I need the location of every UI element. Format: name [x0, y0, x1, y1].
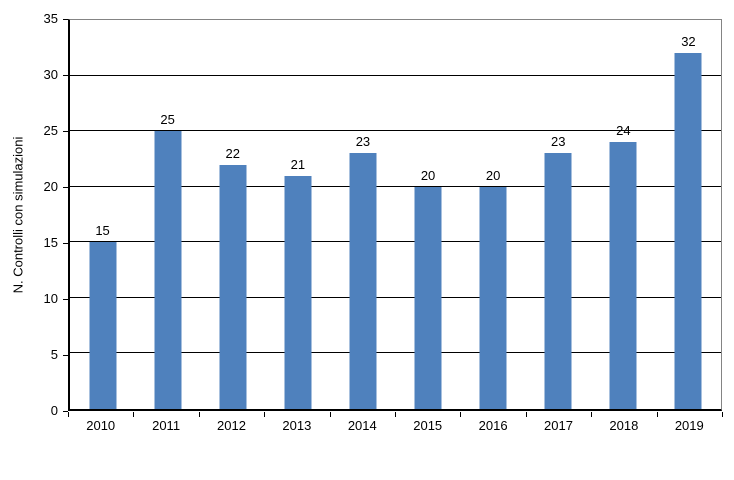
- bar-2014: [349, 153, 377, 409]
- x-axis-tick: [525, 412, 527, 417]
- x-axis-label-2015: 2015: [413, 418, 443, 433]
- bar-2019: [674, 53, 702, 409]
- bar-value-label: 20: [485, 167, 501, 183]
- bar-2015: [414, 186, 442, 409]
- bar-value-label: 23: [355, 134, 371, 150]
- x-axis-label-2012: 2012: [217, 418, 246, 433]
- y-tick-label: 15: [43, 235, 58, 250]
- y-axis-tick: [63, 131, 68, 132]
- bar-2010: [89, 242, 117, 409]
- bar-2017: [544, 153, 572, 409]
- plot-area: 15 25 22 21 23 20 20 23 24 32: [68, 19, 722, 411]
- x-axis-tick: [395, 412, 396, 417]
- x-axis-tick: [329, 412, 331, 417]
- x-axis-tick: [68, 412, 69, 417]
- bar-value-label: 32: [681, 34, 696, 50]
- y-axis-tick: [63, 411, 68, 412]
- y-tick-label: 5: [50, 347, 58, 362]
- y-gridline: [70, 241, 721, 243]
- y-gridline: [70, 352, 721, 354]
- bar-value-label: 23: [551, 134, 566, 150]
- y-axis-title: N. Controlli con simulazioni: [10, 136, 26, 294]
- y-tick-label: 30: [43, 67, 58, 82]
- x-axis-label-2014: 2014: [347, 418, 377, 433]
- y-axis-tick: [63, 187, 68, 188]
- y-gridline: [70, 296, 721, 298]
- x-axis-label-2010: 2010: [86, 418, 116, 433]
- bar-2012: [219, 164, 247, 409]
- bar-2013: [284, 175, 312, 409]
- bar-value-label: 15: [95, 223, 110, 239]
- y-tick-label: 0: [50, 403, 58, 418]
- y-tick-label: 20: [43, 179, 58, 194]
- y-axis-tick: [63, 19, 68, 20]
- bar-value-label: 24: [616, 123, 631, 139]
- y-tick-label: 10: [43, 291, 58, 306]
- y-axis-tick: [63, 299, 68, 300]
- bar-value-label: 22: [225, 145, 240, 161]
- x-axis-label-2011: 2011: [152, 418, 181, 433]
- x-axis-tick: [591, 412, 593, 417]
- bar-value-label: 21: [290, 156, 306, 172]
- y-axis-tick: [63, 75, 68, 76]
- y-axis-tick: [63, 243, 68, 244]
- y-tick-label: 35: [43, 11, 58, 26]
- y-gridline: [70, 130, 721, 132]
- x-axis-tick: [198, 412, 200, 417]
- y-gridline: [70, 74, 721, 76]
- x-axis-tick: [133, 412, 135, 417]
- bar-value-label: 25: [160, 112, 175, 128]
- x-axis-label-2018: 2018: [609, 418, 639, 433]
- x-axis-label-2016: 2016: [478, 418, 508, 433]
- x-axis-label-2019: 2019: [674, 418, 704, 433]
- x-axis-tick: [656, 412, 658, 417]
- y-axis-tick: [63, 355, 68, 356]
- x-axis-tick: [460, 412, 462, 417]
- y-gridline: [70, 185, 721, 187]
- bar-value-label: 20: [420, 167, 436, 183]
- bar-2016: [479, 186, 507, 409]
- y-tick-label: 25: [43, 123, 58, 138]
- bar-2011: [154, 131, 182, 409]
- bar-2018: [609, 142, 637, 409]
- x-axis-label-2017: 2017: [544, 418, 573, 433]
- x-axis-label-2013: 2013: [282, 418, 312, 433]
- x-axis-tick: [264, 412, 266, 417]
- x-axis-tick: [722, 412, 723, 417]
